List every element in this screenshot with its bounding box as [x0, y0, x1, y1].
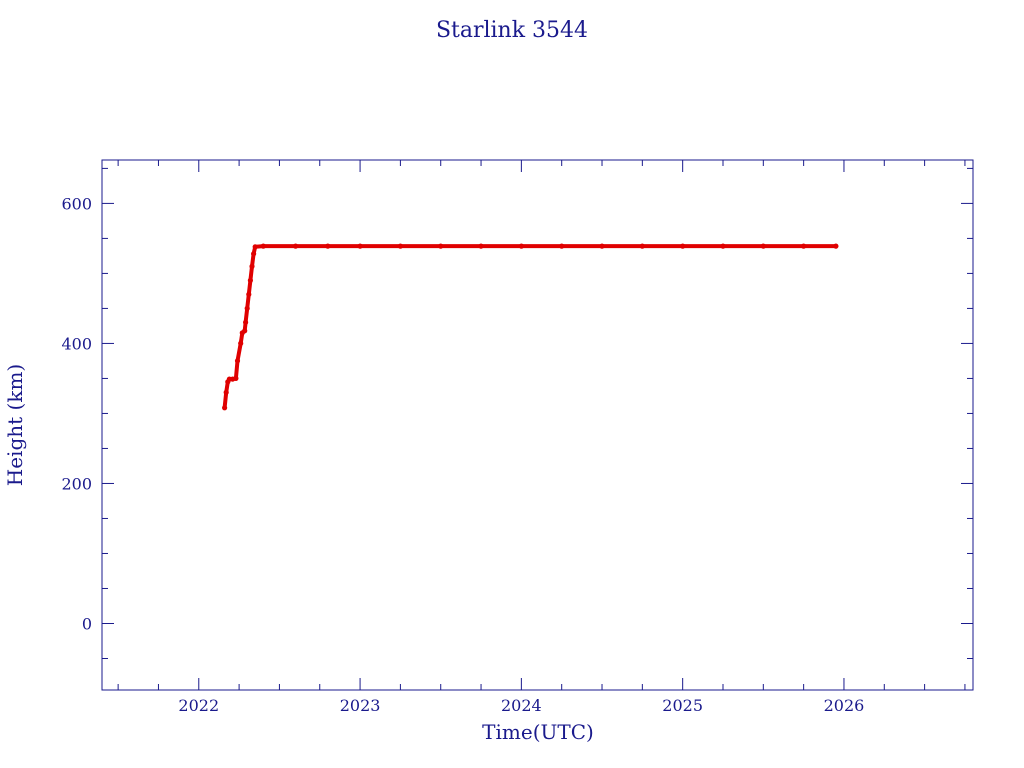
data-point [260, 243, 266, 249]
data-point [325, 243, 331, 249]
y-tick-label: 0 [82, 614, 92, 633]
data-point [222, 405, 228, 411]
y-tick-label: 200 [61, 474, 92, 493]
data-point [438, 243, 444, 249]
x-tick-label: 2025 [662, 696, 703, 715]
x-tick-label: 2022 [178, 696, 219, 715]
series-line [222, 244, 836, 409]
data-point [760, 243, 766, 249]
data-point [293, 243, 299, 249]
data-trace [222, 244, 836, 409]
data-point [252, 244, 258, 250]
series-trace [223, 244, 836, 408]
x-tick-label: 2026 [824, 696, 865, 715]
data-point [233, 375, 239, 381]
data-point [247, 277, 253, 283]
data-point [246, 291, 252, 297]
chart-title: Starlink 3544 [436, 18, 588, 43]
data-point [238, 340, 244, 346]
data-point [242, 328, 248, 334]
y-tick-label: 600 [61, 194, 92, 213]
data-point [234, 358, 241, 364]
data-point [397, 243, 403, 249]
data-point [249, 263, 255, 269]
data-point [357, 243, 363, 249]
data-point [251, 251, 257, 257]
x-tick-label: 2024 [501, 696, 542, 715]
data-point [833, 243, 839, 249]
data-point [518, 243, 525, 249]
x-tick-label: 2023 [340, 696, 381, 715]
data-point [720, 243, 726, 249]
y-tick-label: 400 [61, 334, 92, 353]
plot-frame [101, 159, 974, 691]
data-point [680, 243, 686, 249]
data-point [244, 305, 250, 311]
data-point [223, 389, 229, 395]
data-point [801, 243, 807, 249]
data-points [222, 243, 839, 411]
y-axis-label: Height (km) [3, 364, 27, 486]
tick-labels: 2022 2023 2024 2025 2026 0 200 400 600 [61, 194, 864, 715]
x-axis-label: Time(UTC) [482, 720, 594, 744]
data-point [478, 243, 484, 249]
data-point [599, 243, 605, 249]
axis-ticks [102, 160, 973, 690]
data-point [559, 243, 565, 249]
data-point [639, 243, 645, 249]
data-point [243, 319, 249, 325]
